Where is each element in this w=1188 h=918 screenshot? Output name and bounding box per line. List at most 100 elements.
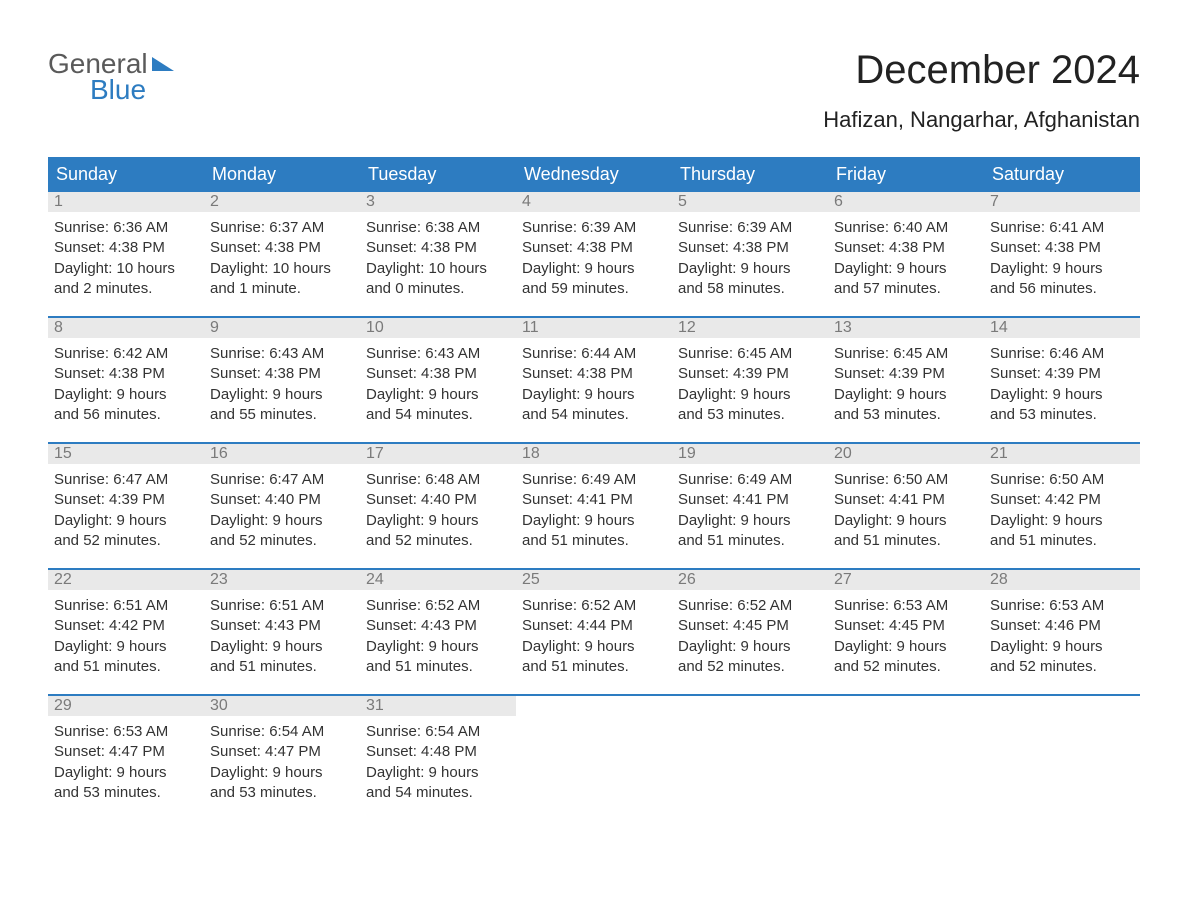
daylight-text-1: Daylight: 10 hours xyxy=(210,259,354,279)
daylight-text-2: and 52 minutes. xyxy=(366,531,510,551)
sunrise-text: Sunrise: 6:52 AM xyxy=(522,596,666,616)
day-number: 7 xyxy=(984,192,1140,212)
day-body: Sunrise: 6:38 AMSunset: 4:38 PMDaylight:… xyxy=(360,212,516,299)
day-number: 12 xyxy=(672,318,828,338)
sunset-text: Sunset: 4:43 PM xyxy=(210,616,354,636)
day-body: Sunrise: 6:54 AMSunset: 4:47 PMDaylight:… xyxy=(204,716,360,803)
daylight-text-1: Daylight: 9 hours xyxy=(678,637,822,657)
day-number: 9 xyxy=(204,318,360,338)
daylight-text-1: Daylight: 9 hours xyxy=(366,511,510,531)
day-cell: 12Sunrise: 6:45 AMSunset: 4:39 PMDayligh… xyxy=(672,318,828,442)
daylight-text-1: Daylight: 9 hours xyxy=(834,511,978,531)
sunrise-text: Sunrise: 6:41 AM xyxy=(990,218,1134,238)
sunrise-text: Sunrise: 6:49 AM xyxy=(522,470,666,490)
day-number: 18 xyxy=(516,444,672,464)
day-number: 2 xyxy=(204,192,360,212)
sunset-text: Sunset: 4:38 PM xyxy=(366,364,510,384)
sunset-text: Sunset: 4:38 PM xyxy=(522,238,666,258)
day-body: Sunrise: 6:53 AMSunset: 4:45 PMDaylight:… xyxy=(828,590,984,677)
daylight-text-2: and 52 minutes. xyxy=(210,531,354,551)
day-number: 30 xyxy=(204,696,360,716)
sunset-text: Sunset: 4:39 PM xyxy=(54,490,198,510)
daylight-text-1: Daylight: 10 hours xyxy=(54,259,198,279)
logo-text-2: Blue xyxy=(90,74,174,106)
day-cell: 23Sunrise: 6:51 AMSunset: 4:43 PMDayligh… xyxy=(204,570,360,694)
day-cell: 13Sunrise: 6:45 AMSunset: 4:39 PMDayligh… xyxy=(828,318,984,442)
day-cell: 21Sunrise: 6:50 AMSunset: 4:42 PMDayligh… xyxy=(984,444,1140,568)
sunset-text: Sunset: 4:38 PM xyxy=(990,238,1134,258)
sunrise-text: Sunrise: 6:50 AM xyxy=(990,470,1134,490)
sunset-text: Sunset: 4:40 PM xyxy=(210,490,354,510)
day-cell: 28Sunrise: 6:53 AMSunset: 4:46 PMDayligh… xyxy=(984,570,1140,694)
week-row: 8Sunrise: 6:42 AMSunset: 4:38 PMDaylight… xyxy=(48,316,1140,442)
day-number: 20 xyxy=(828,444,984,464)
daylight-text-1: Daylight: 9 hours xyxy=(54,385,198,405)
sunset-text: Sunset: 4:45 PM xyxy=(834,616,978,636)
daylight-text-1: Daylight: 9 hours xyxy=(522,385,666,405)
sunset-text: Sunset: 4:39 PM xyxy=(678,364,822,384)
daylight-text-1: Daylight: 9 hours xyxy=(990,511,1134,531)
day-cell: 9Sunrise: 6:43 AMSunset: 4:38 PMDaylight… xyxy=(204,318,360,442)
day-cell: 4Sunrise: 6:39 AMSunset: 4:38 PMDaylight… xyxy=(516,192,672,316)
day-cell: 5Sunrise: 6:39 AMSunset: 4:38 PMDaylight… xyxy=(672,192,828,316)
sunrise-text: Sunrise: 6:40 AM xyxy=(834,218,978,238)
day-number: 1 xyxy=(48,192,204,212)
day-cell: 30Sunrise: 6:54 AMSunset: 4:47 PMDayligh… xyxy=(204,696,360,820)
day-body: Sunrise: 6:39 AMSunset: 4:38 PMDaylight:… xyxy=(672,212,828,299)
day-number: 27 xyxy=(828,570,984,590)
sunset-text: Sunset: 4:38 PM xyxy=(210,364,354,384)
day-body: Sunrise: 6:50 AMSunset: 4:42 PMDaylight:… xyxy=(984,464,1140,551)
daylight-text-2: and 53 minutes. xyxy=(990,405,1134,425)
sunrise-text: Sunrise: 6:42 AM xyxy=(54,344,198,364)
daylight-text-1: Daylight: 9 hours xyxy=(678,511,822,531)
day-cell: 26Sunrise: 6:52 AMSunset: 4:45 PMDayligh… xyxy=(672,570,828,694)
daylight-text-1: Daylight: 9 hours xyxy=(834,259,978,279)
daylight-text-1: Daylight: 9 hours xyxy=(210,385,354,405)
day-cell: 15 Sunrise: 6:47 AMSunset: 4:39 PMDayligh… xyxy=(48,444,204,568)
day-body: Sunrise: 6:39 AMSunset: 4:38 PMDaylight:… xyxy=(516,212,672,299)
day-body: Sunrise: 6:52 AMSunset: 4:45 PMDaylight:… xyxy=(672,590,828,677)
day-body: Sunrise: 6:53 AMSunset: 4:47 PMDaylight:… xyxy=(48,716,204,803)
sunrise-text: Sunrise: 6:52 AM xyxy=(678,596,822,616)
sunset-text: Sunset: 4:44 PM xyxy=(522,616,666,636)
week-row: 1Sunrise: 6:36 AMSunset: 4:38 PMDaylight… xyxy=(48,192,1140,316)
day-body: Sunrise: 6:52 AMSunset: 4:44 PMDaylight:… xyxy=(516,590,672,677)
sunrise-text: Sunrise: 6:45 AM xyxy=(834,344,978,364)
day-body: Sunrise: 6:42 AMSunset: 4:38 PMDaylight:… xyxy=(48,338,204,425)
day-cell: 25Sunrise: 6:52 AMSunset: 4:44 PMDayligh… xyxy=(516,570,672,694)
daylight-text-1: Daylight: 9 hours xyxy=(990,259,1134,279)
day-number: 29 xyxy=(48,696,204,716)
daylight-text-1: Daylight: 9 hours xyxy=(522,511,666,531)
day-number: 3 xyxy=(360,192,516,212)
day-body: Sunrise: 6:41 AMSunset: 4:38 PMDaylight:… xyxy=(984,212,1140,299)
sunset-text: Sunset: 4:41 PM xyxy=(522,490,666,510)
sunset-text: Sunset: 4:46 PM xyxy=(990,616,1134,636)
sunrise-text: Sunrise: 6:36 AM xyxy=(54,218,198,238)
sunrise-text: Sunrise: 6:49 AM xyxy=(678,470,822,490)
daylight-text-1: Daylight: 9 hours xyxy=(522,259,666,279)
day-number: 15 xyxy=(48,444,204,464)
sunrise-text: Sunrise: 6:38 AM xyxy=(366,218,510,238)
day-cell: 2Sunrise: 6:37 AMSunset: 4:38 PMDaylight… xyxy=(204,192,360,316)
month-title: December 2024 xyxy=(823,48,1140,93)
day-body: Sunrise: 6:48 AMSunset: 4:40 PMDaylight:… xyxy=(360,464,516,551)
daylight-text-2: and 52 minutes. xyxy=(678,657,822,677)
daylight-text-2: and 0 minutes. xyxy=(366,279,510,299)
day-body: Sunrise: 6:51 AMSunset: 4:42 PMDaylight:… xyxy=(48,590,204,677)
sunrise-text: Sunrise: 6:47 AM xyxy=(54,470,198,490)
sunset-text: Sunset: 4:41 PM xyxy=(834,490,978,510)
logo: General Blue xyxy=(48,48,174,106)
daylight-text-1: Daylight: 9 hours xyxy=(54,511,198,531)
logo-flag-icon xyxy=(152,57,174,71)
day-cell: 24Sunrise: 6:52 AMSunset: 4:43 PMDayligh… xyxy=(360,570,516,694)
day-cell: 19Sunrise: 6:49 AMSunset: 4:41 PMDayligh… xyxy=(672,444,828,568)
sunrise-text: Sunrise: 6:54 AM xyxy=(366,722,510,742)
calendar: Sunday Monday Tuesday Wednesday Thursday… xyxy=(48,157,1140,820)
sunrise-text: Sunrise: 6:52 AM xyxy=(366,596,510,616)
day-cell: 1Sunrise: 6:36 AMSunset: 4:38 PMDaylight… xyxy=(48,192,204,316)
daylight-text-2: and 58 minutes. xyxy=(678,279,822,299)
sunrise-text: Sunrise: 6:51 AM xyxy=(54,596,198,616)
daylight-text-1: Daylight: 9 hours xyxy=(990,637,1134,657)
daylight-text-1: Daylight: 9 hours xyxy=(834,385,978,405)
sunset-text: Sunset: 4:41 PM xyxy=(678,490,822,510)
